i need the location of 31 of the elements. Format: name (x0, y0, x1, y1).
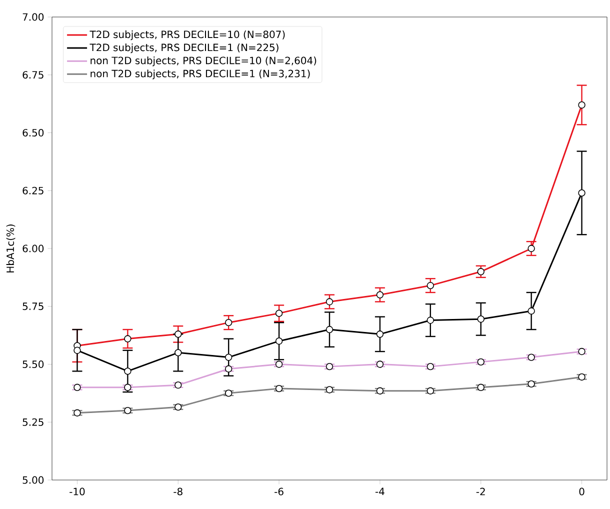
y-tick-label: 5.50 (22, 360, 44, 368)
y-tick-label: 6.00 (22, 244, 44, 252)
point (224, 354, 232, 361)
y-tick-label: 5.00 (22, 476, 44, 484)
legend-label: T2D subjects, PRS DECILE=1 (N=225) (90, 43, 278, 54)
y-axis-title: HbA1c(%) (6, 224, 16, 272)
x-tick-label: -2 (476, 488, 485, 496)
point (528, 307, 535, 315)
point (74, 346, 81, 354)
point (124, 368, 132, 375)
legend-label: non T2D subjects, PRS DECILE=1 (N=3,231) (90, 70, 310, 80)
point (477, 316, 484, 323)
x-tick-label: -10 (70, 488, 85, 496)
y-tick-label: 7.00 (22, 13, 44, 21)
x-tick-label: 0 (579, 488, 584, 496)
x-tick-label: -6 (274, 488, 284, 496)
legend-label: T2D subjects, PRS DECILE=10 (N=807) (90, 30, 285, 40)
y-tick-label: 6.75 (22, 71, 44, 79)
y-tick-label: 6.50 (22, 128, 44, 137)
point (426, 316, 434, 324)
point (578, 189, 586, 197)
x-tick-label: -8 (174, 488, 182, 496)
x-tick-label: -4 (375, 488, 384, 496)
y-tick-label: 5.75 (22, 302, 44, 310)
legend-label: non T2D subjects, PRS DECILE=10 (N=2,604) (90, 56, 316, 66)
point (275, 338, 283, 345)
y-tick-label: 6.25 (22, 186, 44, 194)
y-tick-label: 5.25 (22, 418, 44, 426)
point (376, 330, 384, 338)
point (326, 326, 334, 334)
point (174, 349, 182, 356)
